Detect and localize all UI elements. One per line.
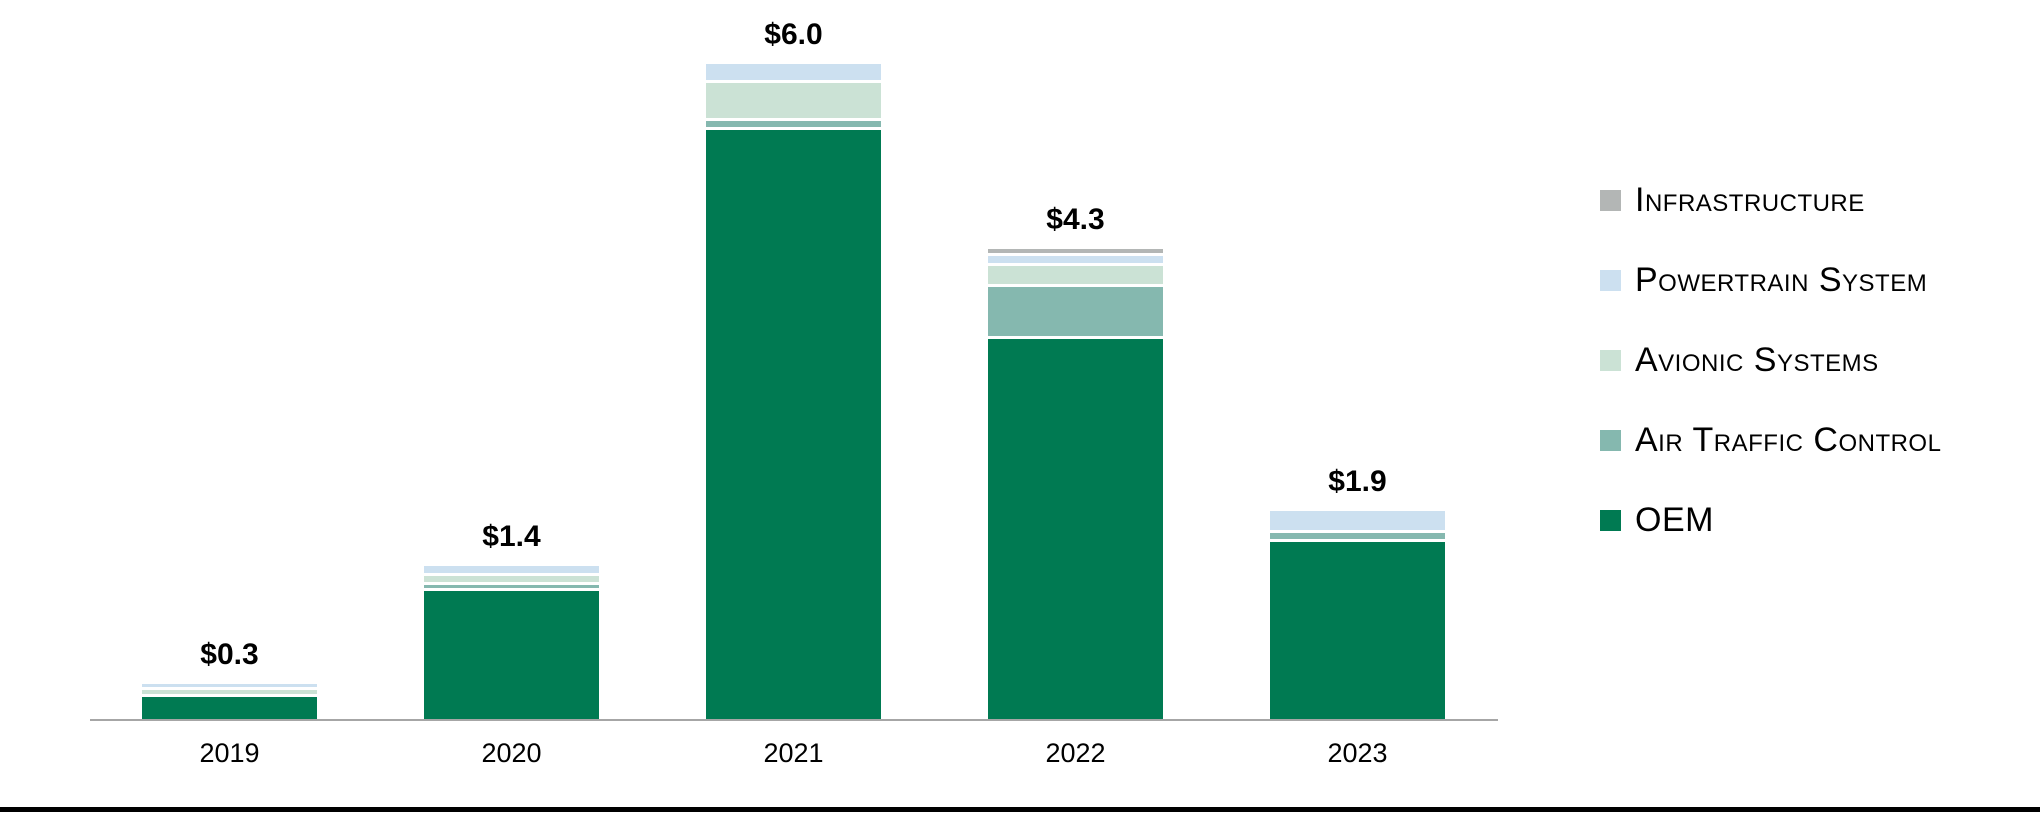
legend-swatch-infrastructure [1600, 189, 1621, 211]
legend-swatch-air-traffic-control [1600, 429, 1621, 451]
bar-2023 [1270, 511, 1445, 719]
legend-swatch-powertrain-system [1600, 269, 1621, 291]
bar-segment-avionic-systems [424, 576, 599, 585]
bar-segment-powertrain-system [988, 256, 1163, 266]
bar-segment-powertrain-system [706, 64, 881, 83]
x-tick-label-2023: 2023 [1327, 738, 1388, 768]
x-axis-line [90, 719, 1498, 721]
legend-label-air-traffic-control: Air Traffic Control [1635, 420, 1942, 459]
bar-total-label-2021: $6.0 [764, 18, 823, 51]
bar-segment-oem [1270, 542, 1445, 719]
legend-swatch-avionic-systems [1600, 349, 1621, 371]
x-tick-label-2022: 2022 [1045, 738, 1106, 768]
bar-segment-oem [706, 130, 881, 719]
legend-item-oem: OEM [1600, 498, 1941, 542]
legend: Infrastructure Powertrain System Avionic S… [1600, 178, 1941, 542]
bar-2019 [142, 684, 317, 719]
bar-segment-avionic-systems [988, 266, 1163, 287]
x-tick-label-2020: 2020 [481, 738, 542, 768]
bar-segment-powertrain-system [142, 684, 317, 690]
bar-segment-oem [424, 591, 599, 719]
bar-total-label-2023: $1.9 [1328, 465, 1387, 498]
bar-2020 [424, 566, 599, 719]
bar-segment-avionic-systems [142, 690, 317, 697]
bar-2022 [988, 249, 1163, 719]
legend-swatch-oem [1600, 509, 1621, 531]
x-tick-label-2019: 2019 [199, 738, 260, 768]
legend-item-powertrain-system: Powertrain System [1600, 258, 1941, 302]
legend-label-oem: OEM [1635, 500, 1714, 539]
bar-segment-oem [142, 697, 317, 719]
legend-label-powertrain-system: Powertrain System [1635, 260, 1928, 299]
bar-segment-air-traffic-control [988, 287, 1163, 339]
bottom-border-line [0, 807, 2040, 812]
bar-total-label-2022: $4.3 [1046, 203, 1105, 236]
bar-segment-infrastructure [988, 249, 1163, 256]
legend-item-infrastructure: Infrastructure [1600, 178, 1941, 222]
bar-total-label-2019: $0.3 [200, 638, 259, 671]
x-tick-label-2021: 2021 [763, 738, 824, 768]
legend-item-air-traffic-control: Air Traffic Control [1600, 418, 1941, 462]
legend-label-infrastructure: Infrastructure [1635, 180, 1865, 219]
bar-segment-air-traffic-control [1270, 533, 1445, 542]
bar-segment-powertrain-system [1270, 511, 1445, 533]
bar-total-label-2020: $1.4 [482, 520, 541, 553]
bar-segment-air-traffic-control [706, 121, 881, 130]
bar-segment-oem [988, 339, 1163, 719]
bar-segment-air-traffic-control [424, 585, 599, 591]
bar-segment-powertrain-system [424, 566, 599, 576]
legend-label-avionic-systems: Avionic Systems [1635, 340, 1879, 379]
legend-item-avionic-systems: Avionic Systems [1600, 338, 1941, 382]
bar-segment-avionic-systems [706, 83, 881, 121]
bar-2021 [706, 64, 881, 719]
